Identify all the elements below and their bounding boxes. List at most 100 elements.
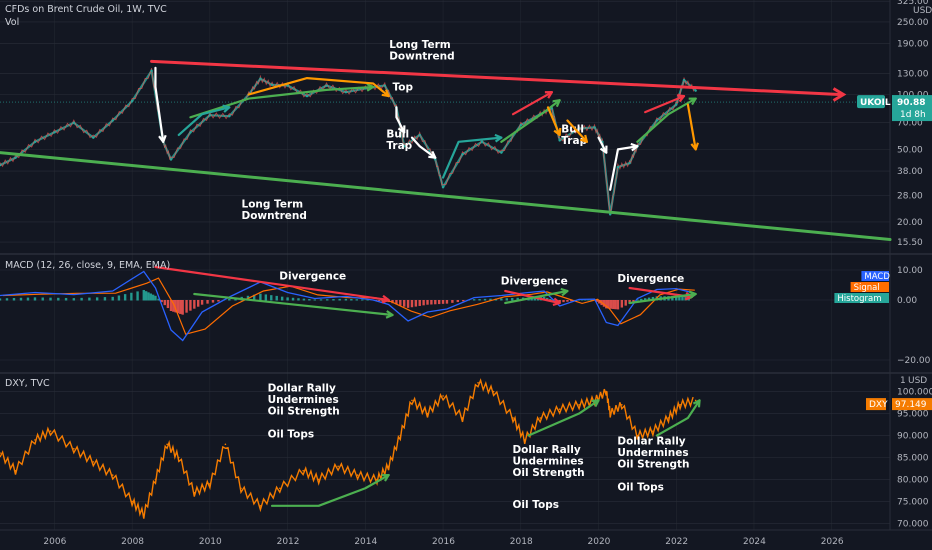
oil-price-point[interactable] [480,140,484,144]
dxy-point[interactable] [356,474,359,476]
dxy-point[interactable] [667,417,670,419]
dxy-point[interactable] [224,443,227,446]
dxy-point[interactable] [73,447,75,450]
dxy-point[interactable] [177,456,180,459]
dxy-point[interactable] [259,505,262,507]
oil-price-point[interactable] [14,156,17,159]
dxy-point[interactable] [92,461,95,463]
dxy-point[interactable] [279,487,281,490]
dxy-point[interactable] [605,390,608,393]
dxy-line[interactable] [0,378,694,519]
dxy-point[interactable] [636,434,639,437]
dxy-point[interactable] [387,465,390,468]
dxy-point[interactable] [442,395,444,397]
dxy-point[interactable] [0,452,1,454]
dxy-point[interactable] [14,469,17,472]
ukoil-price-badge[interactable] [892,95,932,122]
oil-price-point[interactable] [189,131,192,134]
oil-price-point[interactable] [519,123,522,127]
dxy-point[interactable] [411,399,413,402]
oil-price-point[interactable] [577,127,581,130]
oil-price-point[interactable] [500,151,503,154]
dxy-point[interactable] [426,412,429,415]
oil-price-point[interactable] [461,153,464,156]
oil-price-point[interactable] [150,69,153,72]
red-trendline[interactable] [150,59,841,97]
dxy-point[interactable] [461,417,464,419]
dxy-point[interactable] [679,403,681,406]
macd-tick-label: 0.00 [897,296,917,306]
oil-panel[interactable]: 325.00250.00190.00130.00100.0070.0050.00… [0,0,932,248]
oil-price-point[interactable] [130,99,134,103]
dxy-point[interactable] [49,430,52,432]
oil-price-point[interactable] [53,131,56,134]
oil-price-point[interactable] [344,90,348,94]
oil-price-point[interactable] [169,158,173,161]
dxy-point[interactable] [558,408,561,410]
dxy-point[interactable] [337,465,339,468]
dxy-price-badge[interactable] [892,398,932,411]
oil-price-point[interactable] [111,119,114,122]
dxy-point[interactable] [209,483,211,485]
dxy-point[interactable] [539,417,542,419]
dxy-point[interactable] [131,500,133,503]
dxy-point[interactable] [317,478,320,481]
dxy-point[interactable] [523,439,526,441]
dxy-point[interactable] [609,412,611,415]
dxy-point[interactable] [166,443,168,446]
dxy-point[interactable] [492,390,495,393]
dxy-point[interactable] [376,478,378,481]
ukoil-symbol-badge[interactable] [857,95,885,109]
oil-price-point[interactable] [286,84,289,87]
oil-price-point[interactable] [325,84,328,87]
macd-line[interactable] [0,270,692,342]
oil-price-point[interactable] [305,94,309,98]
oil-price-point[interactable] [402,145,406,148]
dxy-point[interactable] [621,403,623,406]
oil-price-point[interactable] [682,78,686,82]
oil-price-point[interactable] [558,139,561,142]
dxy-point[interactable] [578,403,580,406]
dxy-point[interactable] [111,474,114,476]
oil-price-point[interactable] [270,83,274,87]
oil-price-point[interactable] [616,165,620,169]
signal-line[interactable] [2,277,695,335]
dxy-point[interactable] [154,478,157,481]
dxy-point[interactable] [512,417,514,419]
macd-histogram-bar [41,297,44,301]
dxy-point[interactable] [302,469,304,472]
oil-price-point[interactable] [92,136,95,139]
dxy-point[interactable] [240,487,242,490]
green-trendline[interactable] [0,151,892,242]
oil-price-point[interactable] [593,126,596,129]
oil-price-point[interactable] [0,163,2,167]
oil-price-point[interactable] [228,115,231,118]
oil-price-point[interactable] [675,103,678,106]
macd-legend-badge[interactable] [850,282,889,292]
oil-price-point[interactable] [434,158,437,161]
oil-price-point[interactable] [655,119,659,122]
time-axis[interactable]: 2006 2008 2010 2012 2014 2016 2018 2020 2022 2024… [43,537,843,547]
oil-price-point[interactable] [694,89,697,92]
dxy-point[interactable] [193,491,196,494]
oil-price-point[interactable] [208,113,212,117]
dxy-point[interactable] [142,513,145,516]
oil-price-point[interactable] [33,140,37,144]
oil-price-point[interactable] [383,84,386,87]
dxy-point[interactable] [694,399,697,402]
oil-price-point[interactable] [259,77,262,80]
macd-legend-badge[interactable] [834,293,889,303]
oil-price-point[interactable] [418,133,421,137]
dxy-point[interactable] [399,434,402,437]
oil-price-point[interactable] [441,186,445,189]
dxy-point[interactable] [652,430,654,432]
macd-histogram-bar [580,299,584,301]
macd-legend-badge[interactable] [861,271,889,281]
oil-price-point[interactable] [72,121,76,124]
oil-price-point[interactable] [628,161,631,165]
dxy-panel[interactable]: 100.000 95.000 90.000 85.000 80.000 75.000 70.… [0,376,932,529]
dxy-symbol-badge[interactable] [866,398,886,411]
dxy-point[interactable] [34,439,36,441]
dxy-point[interactable] [477,381,479,384]
